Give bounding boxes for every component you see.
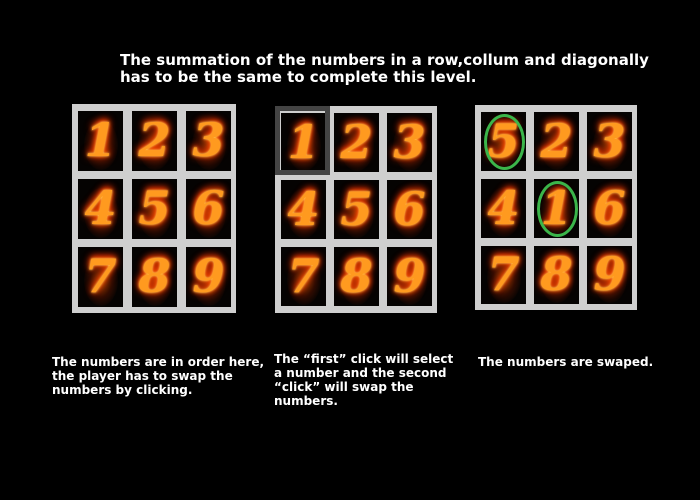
caption-line: a number and the second (274, 366, 447, 380)
puzzle-tile[interactable]: 9 (587, 246, 632, 304)
level-instruction-line-2: has to be the same to complete this leve… (120, 68, 477, 86)
caption-line: The “first” click will select (274, 352, 454, 366)
tile-number: 6 (393, 181, 426, 236)
tile-number: 8 (340, 248, 373, 303)
tile-number: 3 (593, 113, 626, 168)
tile-number: 6 (593, 180, 626, 235)
caption-selecting: The “first” click will select a number a… (274, 352, 464, 408)
caption-line: numbers by clicking. (52, 383, 193, 397)
tile-number: 2 (540, 113, 573, 168)
tile-number: 5 (138, 181, 171, 236)
puzzle-board-initial: 1 2 3 4 5 6 7 8 9 (72, 104, 236, 313)
caption-line: numbers. (274, 394, 338, 408)
tile-number: 9 (593, 247, 626, 302)
level-instruction-line-1: The summation of the numbers in a row,co… (120, 51, 649, 69)
puzzle-tile[interactable]: 7 (481, 246, 526, 304)
puzzle-tile[interactable]: 7 (78, 247, 123, 307)
puzzle-tile[interactable]: 5 (334, 180, 379, 239)
tile-number: 1 (287, 114, 320, 169)
tile-number: 8 (138, 249, 171, 304)
tile-number: 9 (192, 249, 225, 304)
puzzle-tile[interactable]: 8 (132, 247, 177, 307)
caption-line: The numbers are swaped. (478, 355, 654, 369)
puzzle-tile[interactable]: 2 (534, 112, 579, 171)
tile-number: 8 (540, 247, 573, 302)
caption-line: “click” will swap the (274, 380, 414, 394)
tile-number: 7 (84, 249, 117, 304)
tile-number: 1 (540, 180, 573, 235)
puzzle-tile[interactable]: 7 (281, 247, 326, 306)
level-instruction: The summation of the numbers in a row,co… (120, 52, 660, 86)
caption-line: The numbers are in order here, (52, 355, 265, 369)
tile-number: 7 (487, 247, 520, 302)
tile-number: 7 (287, 248, 320, 303)
puzzle-tile[interactable]: 4 (281, 180, 326, 239)
tile-number: 2 (138, 113, 171, 168)
puzzle-tile[interactable]: 3 (387, 113, 432, 172)
caption-swapped: The numbers are swaped. (478, 355, 678, 369)
puzzle-tile[interactable]: 9 (387, 247, 432, 306)
puzzle-tile[interactable]: 5 (132, 179, 177, 239)
tile-number: 3 (393, 114, 426, 169)
puzzle-tile[interactable]: 3 (587, 112, 632, 171)
tile-number: 4 (487, 180, 520, 235)
tile-number: 9 (393, 248, 426, 303)
puzzle-tile[interactable]: 1 (534, 179, 579, 238)
tile-number: 6 (192, 181, 225, 236)
puzzle-tile[interactable]: 1 (281, 113, 326, 172)
puzzle-tile[interactable]: 9 (186, 247, 231, 307)
tile-number: 1 (84, 113, 117, 168)
tile-number: 4 (287, 181, 320, 236)
puzzle-tile[interactable]: 6 (186, 179, 231, 239)
puzzle-tile[interactable]: 4 (481, 179, 526, 238)
puzzle-board-selecting: 1 2 3 4 5 6 7 8 9 (275, 106, 437, 313)
puzzle-tile[interactable]: 6 (587, 179, 632, 238)
puzzle-tile[interactable]: 6 (387, 180, 432, 239)
puzzle-tile[interactable]: 8 (334, 247, 379, 306)
tile-number: 2 (340, 114, 373, 169)
puzzle-tile[interactable]: 4 (78, 179, 123, 239)
puzzle-tile[interactable]: 5 (481, 112, 526, 171)
puzzle-tile[interactable]: 2 (132, 111, 177, 171)
puzzle-tile[interactable]: 8 (534, 246, 579, 304)
puzzle-tile[interactable]: 1 (78, 111, 123, 171)
tile-number: 5 (340, 181, 373, 236)
puzzle-board-swapped: 5 2 3 4 1 6 7 8 9 (475, 105, 637, 310)
puzzle-tile[interactable]: 3 (186, 111, 231, 171)
puzzle-tile[interactable]: 2 (334, 113, 379, 172)
caption-line: the player has to swap the (52, 369, 233, 383)
caption-initial: The numbers are in order here, the playe… (52, 355, 267, 397)
tile-number: 5 (487, 113, 520, 168)
tile-number: 4 (84, 181, 117, 236)
tile-number: 3 (192, 113, 225, 168)
